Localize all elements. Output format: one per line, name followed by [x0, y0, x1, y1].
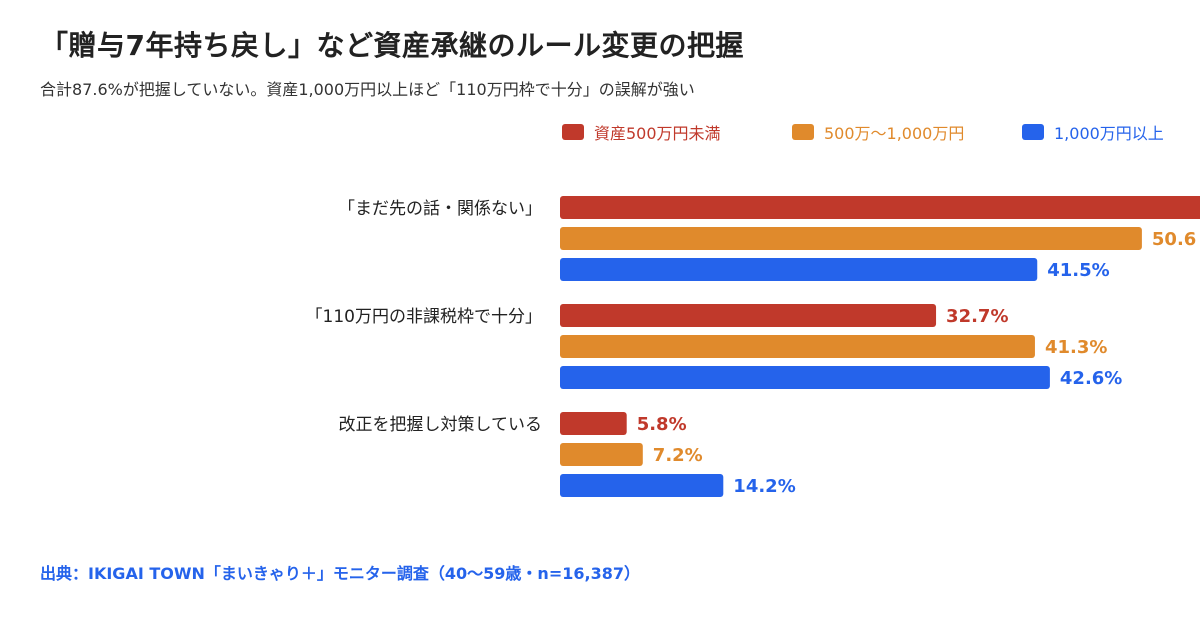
bar-1-2: [560, 227, 1142, 250]
legend-item-series-1: 資産500万円未満: [562, 120, 721, 144]
legend-label-series-1: 資産500万円未満: [594, 124, 721, 143]
category-label: 改正を把握し対策している: [339, 415, 543, 435]
category-label: 「110万円の非課税枠で十分」: [306, 307, 542, 327]
data-label: 42.6%: [1060, 368, 1122, 389]
chart-title: 「贈与7年持ち戻し」など資産承継のルール変更の把握: [40, 29, 744, 62]
legend-swatch-series-3: [1022, 124, 1044, 140]
legend: 資産500万円未満 500万〜1,000万円 1,000万円以上: [0, 120, 1200, 143]
legend-swatch-series-1: [562, 124, 584, 140]
data-label: 14.2%: [733, 476, 795, 497]
bar-2-1: [560, 304, 937, 327]
bar-1-1: [560, 196, 1200, 219]
bar-2-3: [560, 366, 1050, 389]
category-label: 「まだ先の話・関係ない」: [338, 199, 542, 219]
legend-swatch-series-2: [792, 124, 814, 140]
bar-3-1: [560, 412, 627, 435]
bar-1-3: [560, 258, 1038, 281]
legend-item-series-2: 500万〜1,000万円: [792, 120, 964, 144]
legend-label-series-2: 500万〜1,000万円: [824, 124, 965, 143]
bar-3-2: [560, 443, 643, 466]
data-label: 41.3%: [1045, 337, 1107, 358]
data-label: 41.5%: [1047, 260, 1109, 281]
data-label: 7.2%: [653, 445, 703, 466]
data-label: 50.6: [1152, 229, 1196, 250]
data-label: 32.7%: [946, 306, 1008, 327]
data-label: 5.8%: [637, 414, 687, 435]
source-note: 出典：IKIGAI TOWN「まいきゃり＋」モニター調査（40〜59歳・n=16…: [40, 564, 640, 583]
legend-label-series-3: 1,000万円以上: [1054, 124, 1164, 143]
bar-3-3: [560, 474, 724, 497]
legend-item-series-3: 1,000万円以上: [1022, 120, 1164, 144]
chart-subtitle: 合計87.6%が把握していない。資産1,000万円以上ほど「110万円枠で十分」…: [40, 80, 695, 99]
bar-2-2: [560, 335, 1035, 358]
